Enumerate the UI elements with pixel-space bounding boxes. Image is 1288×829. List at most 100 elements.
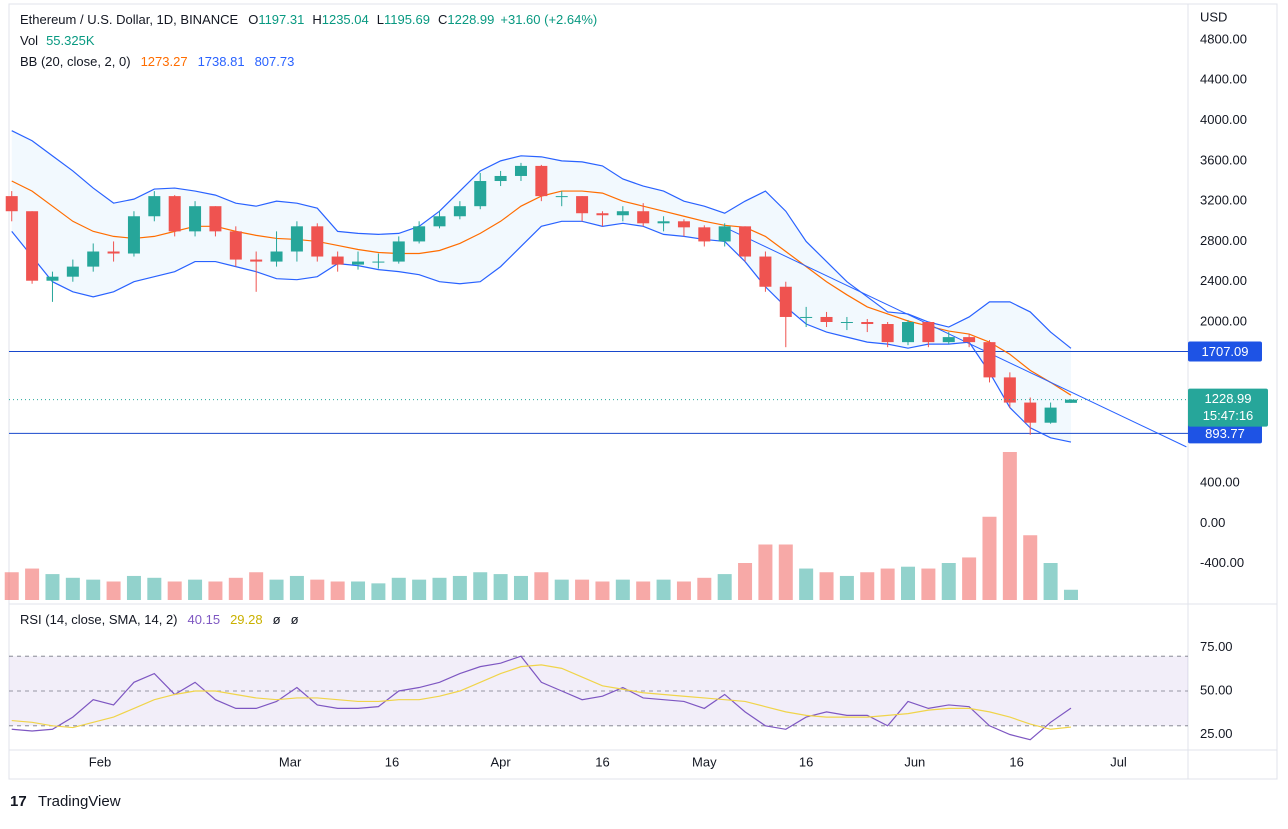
legend-row: BB (20, close, 2, 0) 1273.27 1738.81 807.73 <box>20 54 294 69</box>
candle-body <box>250 259 263 262</box>
rsi-tick-label: 25.00 <box>1200 726 1233 741</box>
volume-bar <box>493 574 508 600</box>
candle-body <box>820 316 833 322</box>
legend-item: O <box>248 12 258 27</box>
y-unit: USD <box>1200 9 1227 24</box>
x-tick-label: 16 <box>1009 754 1023 769</box>
volume-bar <box>351 581 366 600</box>
candle-body <box>535 165 548 197</box>
candle-body <box>922 322 935 343</box>
y-tick-label: 2800.00 <box>1200 233 1247 248</box>
x-tick-label: Jul <box>1110 754 1127 769</box>
volume-bar <box>921 568 936 600</box>
volume-bar <box>25 568 40 600</box>
candle-body <box>759 256 772 287</box>
candle-body <box>5 196 18 212</box>
candle-body <box>718 226 731 242</box>
volume-bar <box>1023 535 1038 600</box>
volume-bar <box>982 516 997 600</box>
volume-bar <box>4 572 19 600</box>
volume-bar <box>310 579 325 600</box>
frame <box>8 3 1278 780</box>
volume-bar <box>595 581 610 600</box>
candle-body <box>494 175 507 182</box>
volume-bar <box>839 575 854 600</box>
rsi-tick-label: 50.00 <box>1200 682 1233 697</box>
legend-item: 1738.81 <box>198 54 245 69</box>
volume-bar <box>106 581 121 600</box>
rsi-tick-label: 75.00 <box>1200 639 1233 654</box>
candle-body <box>26 211 39 281</box>
candle-body <box>514 165 527 176</box>
rsi-line <box>11 655 1072 741</box>
candle-body <box>127 216 140 254</box>
legend-row: RSI (14, close, SMA, 14, 2) 40.15 29.28 ø ø <box>20 612 299 627</box>
candle-body <box>1003 377 1016 403</box>
price-line-badge <box>1188 423 1262 444</box>
y-tick-label: 2000.00 <box>1200 313 1247 328</box>
legend-item: +31.60 (+2.64%) <box>500 12 597 27</box>
candle-body <box>413 226 426 242</box>
candle-body <box>983 342 996 378</box>
candle-body <box>107 251 120 254</box>
volume-bar <box>147 577 162 600</box>
candle-body <box>46 276 59 281</box>
y-tick-label: 4800.00 <box>1200 31 1247 46</box>
volume-bar <box>86 579 101 600</box>
candle-body <box>902 322 915 343</box>
candle-body <box>311 226 324 257</box>
price-line-badge <box>1188 341 1262 362</box>
volume-bar <box>432 577 447 600</box>
legend-item: 1235.04 <box>322 12 369 27</box>
candle-body <box>290 226 303 252</box>
candle-body <box>739 226 752 257</box>
candle-body <box>800 316 813 318</box>
x-tick-label: Mar <box>279 754 302 769</box>
candle-body <box>677 221 690 228</box>
candle-body <box>229 231 242 260</box>
brand: TradingView <box>38 793 121 810</box>
last-price-label: 1228.99 <box>1205 391 1252 406</box>
legend-item: 29.28 <box>230 612 263 627</box>
candle-body <box>270 251 283 262</box>
trendline <box>724 226 1187 448</box>
legend-item: 55.325K <box>46 33 95 48</box>
candle-body <box>1024 402 1037 423</box>
candle-body <box>1064 399 1077 403</box>
legend-item: 1195.69 <box>384 12 430 27</box>
candle-body <box>66 266 79 277</box>
volume-bar <box>656 579 671 600</box>
legend-item: RSI (14, close, SMA, 14, 2) <box>20 612 178 627</box>
bb-fill <box>11 130 1071 443</box>
volume-bar <box>962 557 977 600</box>
price-line-label: 1707.09 <box>1202 344 1249 359</box>
candle-body <box>596 213 609 216</box>
volume-bar <box>697 577 712 600</box>
volume-bar <box>1063 589 1078 600</box>
x-tick-label: 16 <box>595 754 609 769</box>
logo-mark: 17 <box>10 793 27 810</box>
volume-bar <box>228 577 243 600</box>
x-tick-label: May <box>692 754 717 769</box>
x-tick-label: Jun <box>904 754 925 769</box>
y-tick-label: 4000.00 <box>1200 112 1247 127</box>
legend-item: 40.15 <box>188 612 221 627</box>
volume-bar <box>371 583 386 600</box>
candle-body <box>148 196 161 217</box>
candle-body <box>392 241 405 262</box>
candle-body <box>963 337 976 343</box>
volume-bar <box>65 577 80 600</box>
volume-bar <box>1043 563 1058 600</box>
volume-bar <box>188 579 203 600</box>
volume-bar <box>901 566 916 600</box>
volume-bar <box>45 574 60 600</box>
y-tick-label: 3600.00 <box>1200 152 1247 167</box>
y-tick-label: 2400.00 <box>1200 273 1247 288</box>
y-tick-label: -400.00 <box>1200 555 1244 570</box>
volume-bar <box>269 579 284 600</box>
volume-bar <box>513 575 528 600</box>
volume-bar <box>615 579 630 600</box>
candle-body <box>555 196 568 198</box>
price-line-label: 893.77 <box>1205 426 1245 441</box>
